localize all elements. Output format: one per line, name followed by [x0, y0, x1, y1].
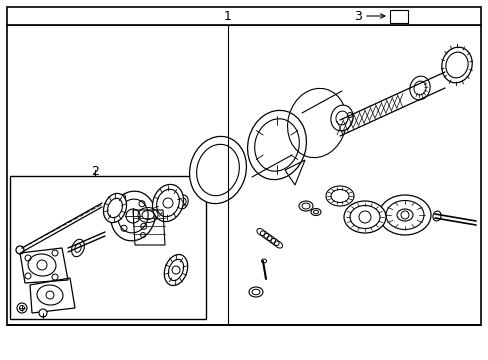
Text: 1: 1: [224, 9, 231, 23]
Bar: [7, 7, 480, 25]
Ellipse shape: [164, 255, 187, 285]
Ellipse shape: [441, 47, 471, 83]
Text: 3: 3: [353, 9, 361, 23]
Ellipse shape: [310, 208, 320, 216]
Bar: [389, 10, 407, 23]
Ellipse shape: [111, 191, 155, 241]
Circle shape: [39, 309, 47, 317]
Ellipse shape: [178, 195, 188, 209]
Ellipse shape: [343, 201, 385, 233]
Circle shape: [17, 303, 27, 313]
Bar: [7, 25, 480, 325]
Bar: [10, 176, 205, 319]
Ellipse shape: [330, 105, 352, 131]
Ellipse shape: [103, 193, 126, 222]
Ellipse shape: [152, 184, 183, 221]
Ellipse shape: [409, 76, 429, 100]
Text: 2: 2: [91, 165, 99, 177]
Ellipse shape: [325, 186, 353, 206]
Ellipse shape: [247, 111, 306, 180]
Ellipse shape: [189, 136, 246, 204]
Ellipse shape: [378, 195, 430, 235]
Ellipse shape: [248, 287, 263, 297]
Ellipse shape: [261, 259, 266, 263]
Ellipse shape: [71, 239, 84, 257]
Ellipse shape: [298, 201, 312, 211]
